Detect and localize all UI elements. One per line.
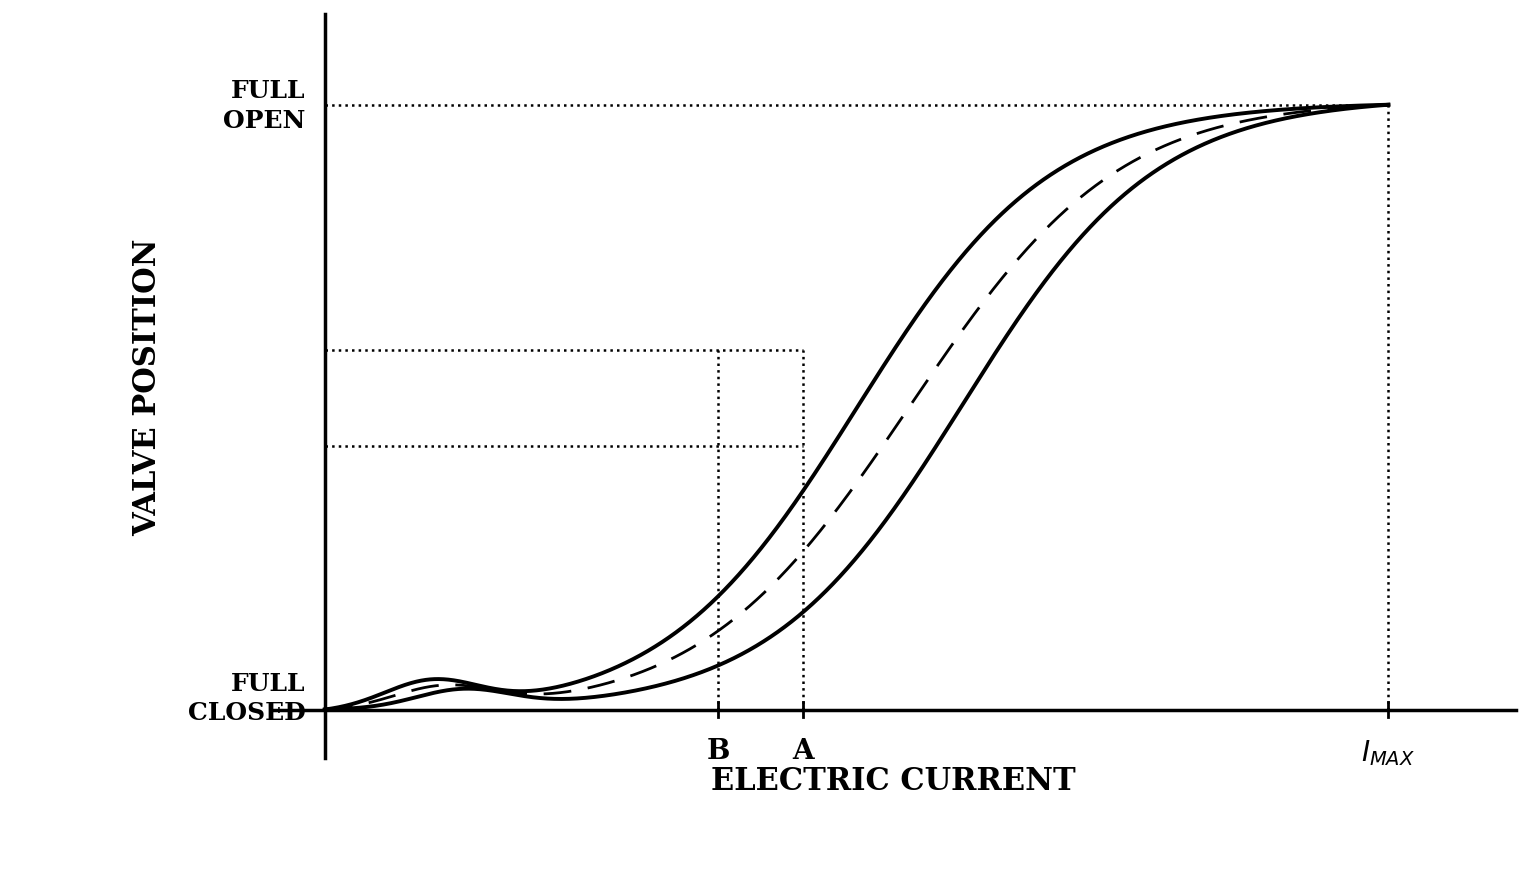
Text: FULL
CLOSED: FULL CLOSED xyxy=(188,671,306,725)
X-axis label: ELECTRIC CURRENT: ELECTRIC CURRENT xyxy=(712,766,1076,797)
Text: B: B xyxy=(707,737,730,764)
Text: A: A xyxy=(793,737,814,764)
Text: VALVE POSITION: VALVE POSITION xyxy=(132,238,162,535)
Text: FULL
OPEN: FULL OPEN xyxy=(224,79,306,132)
Text: $I_{MAX}$: $I_{MAX}$ xyxy=(1361,737,1415,766)
